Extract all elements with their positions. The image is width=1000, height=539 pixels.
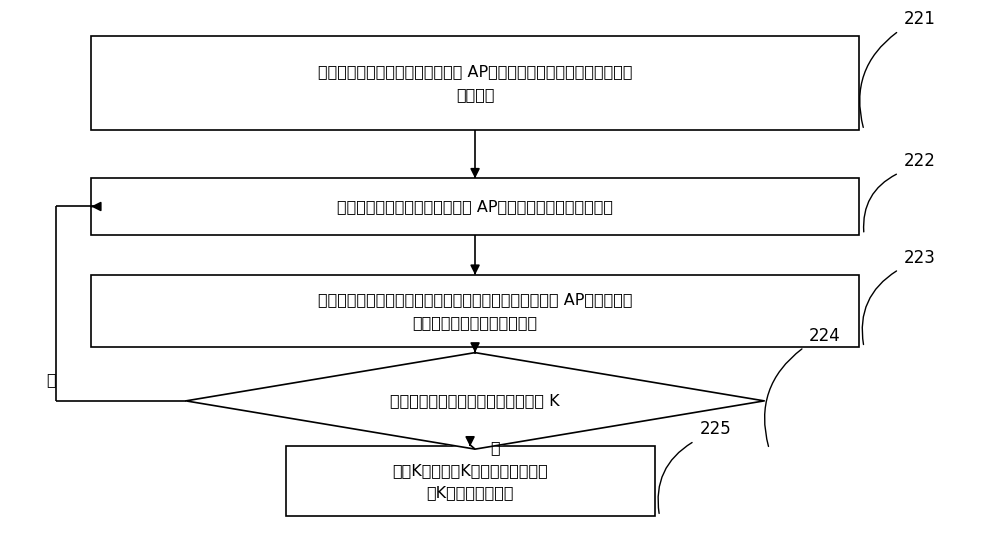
- Text: 221: 221: [904, 10, 936, 28]
- Bar: [91, 275, 859, 347]
- Text: 从初始指纹集合中随机选择一个原 AP，确定为第一个聚类中心，作为已
选类中心: 从初始指纹集合中随机选择一个原 AP，确定为第一个聚类中心，作为已 选类中心: [318, 65, 632, 102]
- Text: 是: 是: [490, 440, 500, 455]
- Text: 按照距离，选择与已选类中心之间的距离大于预设值的原 AP，确定为第
二聚类中心，作为已选类中心: 按照距离，选择与已选类中心之间的距离大于预设值的原 AP，确定为第 二聚类中心，…: [318, 293, 632, 330]
- Bar: [91, 178, 859, 234]
- Text: 224: 224: [809, 327, 841, 344]
- Text: 223: 223: [904, 249, 936, 267]
- Text: 222: 222: [904, 153, 936, 170]
- Text: 确定K个类以及K个已选类中心，作
为K个初始聚类中心: 确定K个类以及K个已选类中心，作 为K个初始聚类中心: [392, 462, 548, 500]
- Text: 判断所有已选类中心的总数是否达到 K: 判断所有已选类中心的总数是否达到 K: [390, 393, 560, 409]
- Text: 计算所述初始指纹集合中每个原 AP，与已选类中心之间的距离: 计算所述初始指纹集合中每个原 AP，与已选类中心之间的距离: [337, 199, 613, 214]
- Bar: [286, 446, 655, 516]
- Polygon shape: [186, 353, 764, 449]
- Text: 否: 否: [46, 372, 56, 388]
- Text: 225: 225: [699, 420, 731, 438]
- Bar: [91, 36, 859, 130]
